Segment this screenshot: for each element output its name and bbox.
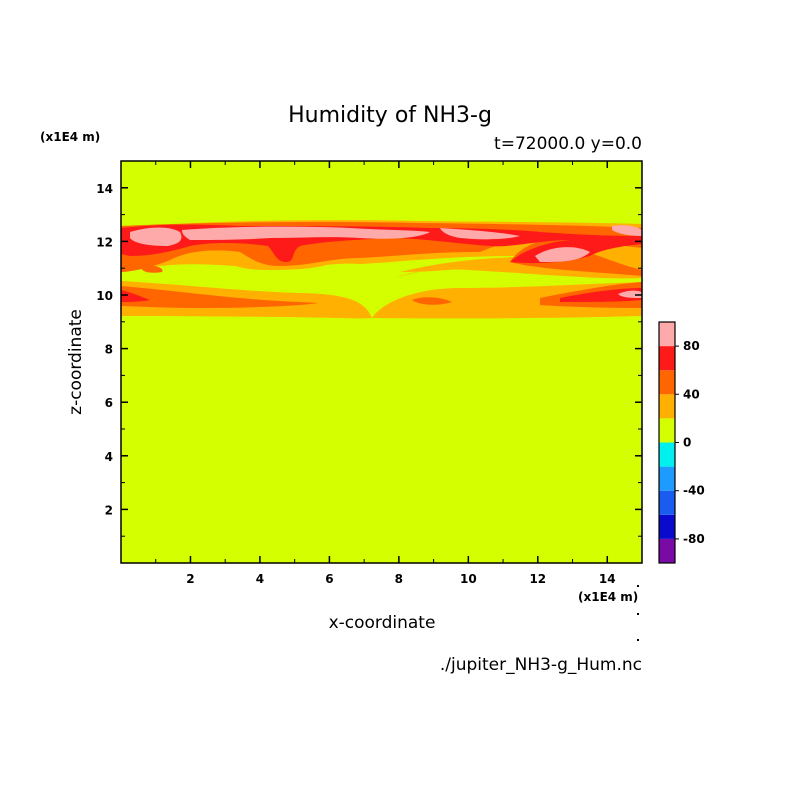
colorbar: 80 40 0 -40 -80 <box>658 321 705 564</box>
colorbar-swatch <box>659 514 675 539</box>
x-tick-label: 14 <box>599 572 616 586</box>
x-tick-label: 4 <box>256 572 264 586</box>
y-axis-ticks: 2 4 6 8 10 12 14 <box>96 182 642 537</box>
x-tick-label: 6 <box>325 572 333 586</box>
colorbar-tick-label: -40 <box>683 484 705 498</box>
colorbar-tick-label: 0 <box>683 436 691 450</box>
colorbar-tick-label: -80 <box>683 532 705 546</box>
x-tick-label: 12 <box>529 572 546 586</box>
y-axis-unit: (x1E4 m) <box>40 130 100 144</box>
colorbar-swatch <box>659 490 675 515</box>
contour-level-80-100 <box>130 225 642 298</box>
colorbar-swatch <box>659 442 675 467</box>
colorbar-swatch <box>659 394 675 419</box>
plot-frame <box>120 160 643 564</box>
y-tick-label: 4 <box>105 450 113 464</box>
y-axis-label: z-coordinate <box>66 309 86 415</box>
y-tick-label: 14 <box>96 182 113 196</box>
x-tick-label: 2 <box>186 572 194 586</box>
mark-dot <box>637 613 639 615</box>
y-tick-label: 12 <box>96 235 113 249</box>
mark-dot <box>637 585 639 587</box>
chart-title: Humidity of NH3-g <box>288 103 492 128</box>
contour-fields <box>121 220 642 319</box>
y-tick-label: 6 <box>105 396 113 410</box>
colorbar-swatch <box>659 322 675 347</box>
y-tick-label: 2 <box>105 503 113 517</box>
colorbar-swatch <box>659 466 675 491</box>
mark-dot <box>637 639 639 641</box>
x-tick-label: 8 <box>395 572 403 586</box>
source-file-label: ./jupiter_NH3-g_Hum.nc <box>440 655 642 675</box>
colorbar-swatch <box>659 370 675 395</box>
y-tick-label: 10 <box>96 289 113 303</box>
x-tick-label: 10 <box>460 572 477 586</box>
colorbar-tick-label: 80 <box>683 339 700 353</box>
y-tick-label: 8 <box>105 343 113 357</box>
chart-subtitle: t=72000.0 y=0.0 <box>494 134 642 154</box>
x-axis-unit: (x1E4 m) <box>578 590 638 604</box>
x-axis-label: x-coordinate <box>329 613 436 633</box>
colorbar-swatch <box>659 418 675 443</box>
colorbar-swatch <box>659 538 675 563</box>
colorbar-swatch <box>659 346 675 371</box>
x-axis-ticks: 2 4 6 8 10 12 14 <box>155 161 616 586</box>
colorbar-tick-label: 40 <box>683 387 700 401</box>
